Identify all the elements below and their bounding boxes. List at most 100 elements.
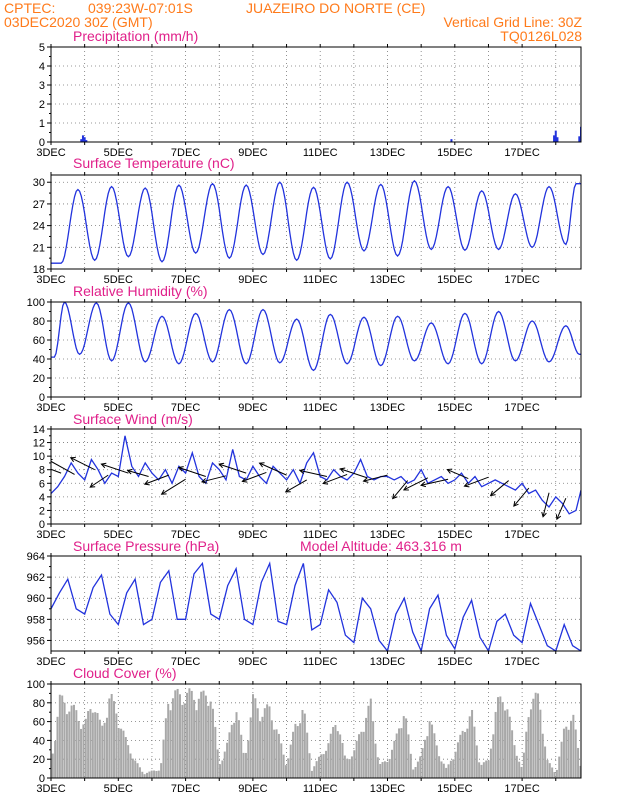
x-tick-label: 15DEC [437,274,473,286]
wind-arrow [101,463,129,474]
cloud-bar [522,752,525,778]
cloud-bar [127,745,130,778]
cloud-bar [428,721,431,778]
x-tick-label: 3DEC [36,147,65,159]
x-tick-label: 11DEC [303,274,338,286]
panel-temperature: 18 21 24 27 30 3DEC 5DEC 7DEC 9DEC 11DEC 13DEC 15DE… [33,172,582,286]
wind-arrow [299,470,328,477]
x-tick-label: 15DEC [437,147,473,159]
cloud-bar [332,726,335,778]
wind-arrow [490,480,509,496]
cloud-bar [520,766,523,778]
x-tick-label: 7DEC [171,402,200,414]
pressure-line [51,561,581,651]
cloud-bar [386,761,389,778]
cloud-bar [296,726,299,778]
cloud-bar [341,742,344,778]
header-run-code: TQ0126L028 [500,28,582,44]
cloud-bar [372,721,375,778]
cloud-bar [426,736,429,778]
cloud-bar [254,698,257,778]
cloud-bar [405,718,408,778]
panel-frame [50,555,582,652]
cloud-bar [393,740,396,778]
wind-arrow-head [100,462,107,469]
cloud-bar [141,771,144,778]
wind-arrow-head [463,482,470,488]
temperature-line [51,179,581,264]
cloud-bar [174,690,177,778]
cloud-bar [532,698,535,778]
y-tick-label: 100 [27,297,45,309]
x-tick-label: 7DEC [171,147,200,159]
x-tick-label: 11DEC [303,402,338,414]
x-tick-label: 13DEC [370,783,406,795]
cloud-bar [129,753,132,778]
cloud-bar [317,756,320,778]
y-tick-label: 4 [39,61,45,73]
cloud-bar [263,708,266,778]
cloud-bar [374,743,377,778]
cloud-bar [308,753,311,778]
cloud-bar [414,767,417,778]
x-tick-label: 11DEC [303,147,338,159]
cloud-bar [188,688,191,778]
wind-arrow [161,478,186,495]
cloud-bar [101,725,104,778]
cloud-bar [572,714,575,778]
cloud-bar [416,761,419,778]
y-tick-label: 8 [39,465,45,477]
cloud-bar [289,744,292,778]
panel-title-precipitation: Precipitation (mm/h) [73,28,198,44]
wind-arrow-head [258,462,265,468]
y-tick-label: 5 [39,42,45,54]
cloud-bar [270,720,273,778]
cloud-cover-data [51,688,581,778]
x-tick-label: 17DEC [504,783,540,795]
y-tick-label: 80 [33,316,45,328]
cloud-bar [449,760,452,778]
cloud-bar [65,714,68,778]
cloud-bar [146,772,149,778]
wind-arrow [127,470,149,477]
cloud-bar [266,704,269,778]
cloud-bar [407,734,410,778]
y-tick-label: 20 [33,373,45,385]
x-tick-label: 17DEC [504,147,540,159]
cloud-bar [219,764,222,778]
cloud-bar [200,691,203,778]
wind-arrow-head [489,490,496,497]
y-tick-label: 962 [27,572,45,584]
cloud-bar [360,731,363,778]
wind-arrow-head [392,493,398,500]
cloud-bar [555,769,558,778]
cloud-bar [277,733,280,778]
cloud-bar [124,737,127,778]
y-tick-label: 1 [39,118,45,130]
wind-arrow [51,468,62,474]
x-tick-label: 5DEC [104,656,133,668]
y-tick-label: 27 [33,199,45,211]
wind-arrow-head [177,466,184,472]
panel-frame [50,174,582,270]
header-source: CPTEC: [4,0,55,16]
y-tick-label: 960 [27,593,45,605]
cloud-bar [244,752,247,778]
cloud-bar [280,743,283,778]
panel-title-temperature: Surface Temperature (nC) [73,155,235,171]
cloud-bar [75,710,78,778]
wind-arrow-head [200,478,207,484]
y-tick-label: 100 [27,679,45,691]
cloud-bar [68,711,71,778]
cloud-bar [544,746,547,778]
cloud-bar [574,729,577,778]
x-tick-label: 15DEC [437,656,473,668]
y-tick-label: 40 [33,735,45,747]
cloud-bar [489,748,492,778]
cloud-bar [322,754,325,778]
cloud-bar [358,734,361,778]
cloud-bar [579,765,581,778]
cloud-bar [529,709,532,778]
x-tick-label: 5DEC [104,274,133,286]
